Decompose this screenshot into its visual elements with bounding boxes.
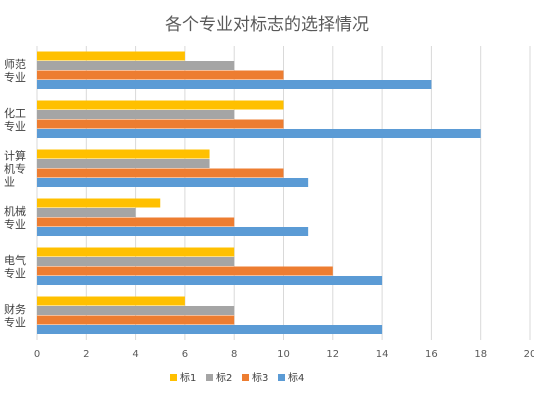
bar <box>37 325 383 334</box>
category-label: 专业 <box>4 119 26 133</box>
category-label: 专业 <box>4 315 26 329</box>
x-tick-label: 10 <box>277 349 290 360</box>
bar <box>37 208 136 217</box>
legend-swatch <box>170 374 177 381</box>
bar <box>37 119 284 129</box>
bar <box>37 80 432 89</box>
bar <box>37 70 284 80</box>
bar <box>37 198 161 208</box>
x-tick-label: 0 <box>34 349 40 360</box>
legend-label: 标1 <box>180 372 196 384</box>
category-label: 财务 <box>4 302 26 316</box>
x-tick-label: 6 <box>182 349 188 360</box>
bar <box>37 61 235 70</box>
legend-label: 标2 <box>216 372 232 384</box>
legend-label: 标4 <box>288 372 304 384</box>
category-label: 机械 <box>4 204 26 218</box>
x-tick-label: 18 <box>474 349 487 360</box>
legend-label: 标3 <box>252 372 268 384</box>
bar <box>37 100 284 110</box>
bar <box>37 168 284 178</box>
category-label: 机专 <box>4 162 26 176</box>
x-tick-label: 12 <box>326 349 339 360</box>
bar <box>37 315 235 325</box>
category-label: 师范 <box>4 57 26 71</box>
bar <box>37 149 210 159</box>
legend-swatch <box>206 374 213 381</box>
bar <box>37 247 235 257</box>
x-tick-label: 14 <box>376 349 389 360</box>
bar <box>37 266 333 276</box>
bar <box>37 217 235 227</box>
bar <box>37 296 185 306</box>
x-tick-label: 16 <box>425 349 438 360</box>
bar <box>37 51 185 61</box>
bar <box>37 159 210 168</box>
x-tick-label: 4 <box>132 349 138 360</box>
bar <box>37 129 481 138</box>
category-label: 业 <box>4 176 15 189</box>
bar <box>37 178 309 187</box>
legend-swatch <box>278 374 285 381</box>
legend-swatch <box>242 374 249 381</box>
x-tick-label: 20 <box>524 349 534 360</box>
category-label: 电气 <box>4 253 26 267</box>
x-tick-label: 2 <box>83 349 89 360</box>
bar <box>37 110 235 119</box>
chart-title: 各个专业对标志的选择情况 <box>165 15 369 35</box>
category-label: 专业 <box>4 70 26 84</box>
bar <box>37 227 309 236</box>
x-tick-label: 8 <box>231 349 237 360</box>
category-label: 计算 <box>4 149 26 163</box>
bar <box>37 276 383 285</box>
category-label: 专业 <box>4 266 26 280</box>
category-label: 专业 <box>4 217 26 231</box>
category-label: 化工 <box>4 106 26 120</box>
bar <box>37 257 235 266</box>
bar <box>37 306 235 315</box>
